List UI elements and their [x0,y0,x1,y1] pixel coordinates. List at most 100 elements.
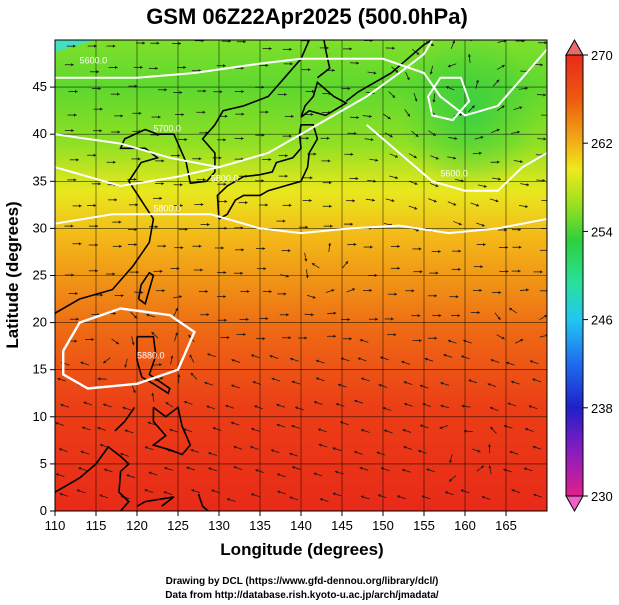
streamline-arrow [347,317,351,322]
streamline-arrow [99,443,103,447]
streamline-arrow [522,40,525,43]
streamline-arrow [180,204,183,208]
colorbar-top-arrow [565,38,584,56]
streamline-arrow [180,246,184,250]
streamline-arrow [403,381,407,385]
streamline-arrow [438,314,442,318]
streamline-arrow [505,361,509,365]
streamline-arrow [147,421,151,425]
streamline-arrow [112,272,116,276]
streamline-arrow [356,61,359,65]
streamline-arrow [393,333,397,337]
streamline-arrow [471,105,475,109]
streamline-arrow [179,90,183,94]
streamline-arrow [100,107,103,111]
streamline-arrow [332,447,336,451]
streamline-arrow [354,450,358,454]
streamline-arrow [285,154,288,158]
streamline-arrow [375,317,378,321]
streamline-arrow [119,244,122,248]
coastline [151,406,192,456]
streamline-arrow [270,449,274,453]
streamline-arrow [287,249,291,253]
streamline-arrow [134,228,137,232]
streamline-arrow [434,336,438,340]
streamline-arrow [395,176,398,180]
colorbar-tick-label: 262 [591,136,613,151]
streamline-arrow [250,445,253,449]
height-contour-line [55,48,547,117]
streamline-arrow [140,65,143,69]
colorbar: 270 262 254 246 238 230 [565,38,613,513]
streamline-arrow [417,314,421,318]
streamline-arrow [518,245,522,249]
streamline-arrow [159,196,163,200]
streamline-arrow [240,136,244,141]
streamline-arrow [449,460,453,464]
streamline-arrow [203,178,206,182]
streamline-arrow [304,258,308,262]
streamline-arrow [376,451,380,455]
streamline-arrow [357,357,361,361]
streamline-arrow [223,182,227,186]
streamline-arrow [265,110,269,114]
streamline-arrow [100,293,103,297]
streamline-arrow [544,315,547,318]
streamline-arrow [496,128,500,132]
streamline-arrow [335,470,338,474]
streamline-arrow [221,246,224,250]
streamline-arrow [206,313,210,317]
streamline-arrow [382,407,386,410]
streamline-arrow [359,338,363,342]
streamline-arrow [350,152,354,156]
streamline-arrow [198,244,202,248]
credit-line-2: Data from http://database.rish.kyoto-u.a… [165,590,439,601]
streamline-arrow [435,156,439,160]
streamline-arrow [246,289,250,293]
streamline-arrow [361,377,365,381]
streamline-arrow [402,428,406,432]
credit-line-1: Drawing by DCL (https://www.gfd-dennou.o… [166,576,439,587]
streamline-arrow [349,47,352,51]
height-contours: 5600.0 5700.0 5800.0 5600.0 5800.0 5880.0 [55,40,547,390]
streamline-arrow [231,358,235,362]
streamline-arrow [461,355,465,359]
streamline-arrow [544,41,547,45]
streamline-arrow [80,450,84,454]
streamline-arrow [57,377,61,381]
streamline-arrow [190,372,194,376]
streamline-arrow [203,89,207,93]
streamline-arrow [71,63,74,67]
streamline-arrow [99,494,103,498]
streamline-arrow [439,426,443,430]
y-tick-label: 30 [33,220,47,235]
streamline-arrow [547,114,550,117]
streamline-arrow [313,472,317,476]
streamline-arrow [96,70,99,74]
streamline-arrow [498,290,502,295]
streamline-arrow [372,198,375,202]
streamline-arrow [523,467,527,471]
streamline-arrow [226,335,230,340]
streamline-arrow [165,402,169,405]
streamline-arrow [397,495,401,499]
streamline-arrow [291,424,295,428]
streamline-arrow [312,295,316,299]
streamline-arrow [533,493,537,497]
streamline-arrow [548,199,551,202]
x-axis-label: Longitude (degrees) [220,540,383,559]
streamline-arrow [509,307,513,311]
streamline-arrow [414,182,418,185]
streamline-arrow [230,421,234,425]
streamline-arrow [241,112,245,116]
streamline-arrow [132,390,136,393]
streamline-arrow [254,405,258,409]
streamline-arrow [204,381,208,385]
streamline-arrow [183,65,187,69]
streamline-arrow [440,381,444,385]
streamline-arrow [434,294,437,298]
coastline [136,496,175,507]
colorbar-ticks: 270 262 254 246 238 230 [583,48,613,504]
plot-area: 5600.0 5700.0 5800.0 5600.0 5800.0 5880.0 [55,40,551,511]
streamline-arrow [134,243,137,247]
